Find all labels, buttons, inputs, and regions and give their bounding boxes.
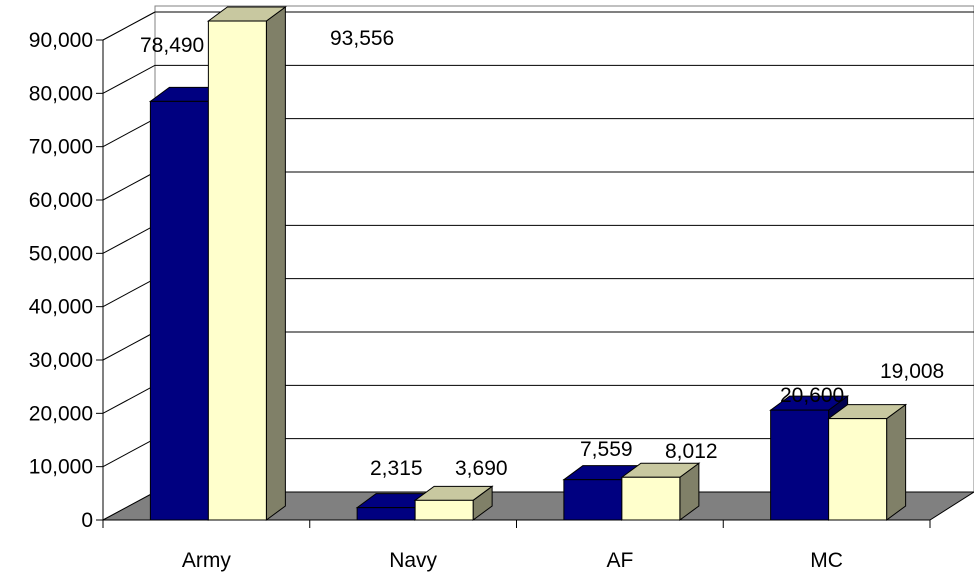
- gridline-side: [102, 438, 156, 468]
- data-label: 3,690: [455, 457, 508, 480]
- gridline-side: [102, 384, 156, 414]
- gridline-side: [102, 171, 156, 201]
- data-label: 8,012: [665, 440, 718, 463]
- bar: [770, 409, 830, 521]
- gridline-side: [102, 278, 156, 308]
- y-tick-label: 50,000: [29, 242, 93, 265]
- y-tick-label: 40,000: [29, 296, 93, 319]
- y-tick-label: 90,000: [29, 29, 93, 52]
- data-label: 19,008: [880, 360, 944, 383]
- bars: [148, 6, 908, 521]
- gridline-side: [102, 118, 156, 148]
- side-wall: [102, 11, 156, 521]
- bar: [207, 20, 267, 521]
- x-tick-label: AF: [606, 549, 633, 572]
- x-tick-label: Navy: [389, 549, 437, 572]
- bar: [149, 100, 209, 521]
- bar: [414, 499, 474, 521]
- gridline-side: [102, 64, 156, 94]
- y-tick-label: 10,000: [29, 456, 93, 479]
- data-label: 20,600: [780, 384, 844, 407]
- bar: [563, 479, 623, 521]
- x-tick-label: Army: [182, 549, 231, 572]
- gridlines: [102, 11, 974, 468]
- gridline-side: [102, 11, 156, 41]
- bar-side: [886, 403, 907, 521]
- y-tick-label: 30,000: [29, 349, 93, 372]
- data-label: 93,556: [330, 27, 394, 50]
- data-labels: 78,490 2,315 7,559 20,600 93,556 3,690 8,012 19…: [140, 27, 944, 480]
- y-tick-label: 80,000: [29, 82, 93, 105]
- chart-walls: [102, 5, 974, 521]
- bar: [356, 507, 416, 521]
- axes: 0 10,000 20,000 30,000 40,000 50,000 60,000 70,…: [29, 29, 931, 572]
- data-label: 7,559: [580, 438, 633, 461]
- y-tick-label: 0: [81, 509, 93, 532]
- gridline-side: [102, 224, 156, 254]
- y-tick-label: 20,000: [29, 402, 93, 425]
- bar: [621, 476, 681, 521]
- data-label: 2,315: [370, 457, 423, 480]
- y-tick-label: 70,000: [29, 136, 93, 159]
- data-label: 78,490: [140, 34, 204, 57]
- bar-side: [265, 6, 286, 521]
- gridline-side: [102, 331, 156, 361]
- y-tick-label: 60,000: [29, 189, 93, 212]
- bar: [828, 418, 888, 521]
- x-tick-label: MC: [810, 549, 843, 572]
